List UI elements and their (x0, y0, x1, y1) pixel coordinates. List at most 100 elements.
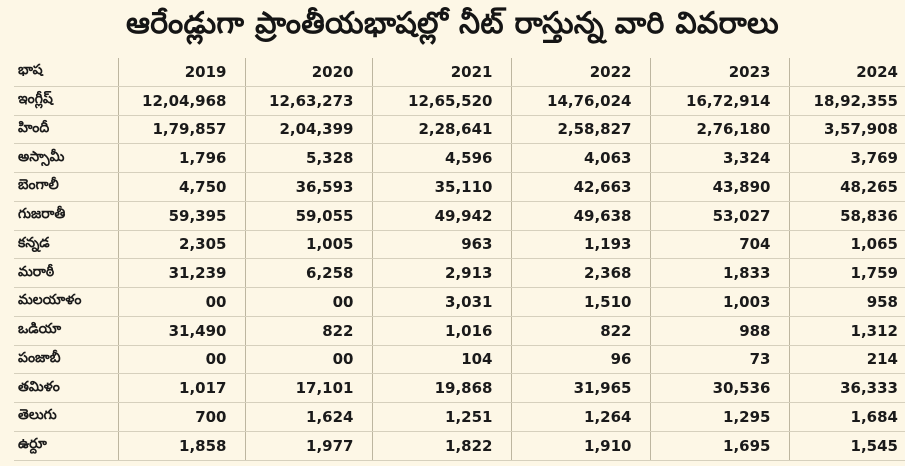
count-cell: 73 (649, 345, 789, 375)
count-cell: 1,016 (371, 316, 511, 346)
page-title: ఆరేండ్లుగా ప్రాంతీయభాషల్లో నీట్ రాస్తున్… (126, 6, 779, 41)
count-cell: 1,017 (117, 373, 245, 403)
count-cell: 1,065 (788, 230, 905, 260)
count-cell: 1,193 (510, 230, 650, 260)
table-row: కన్నడ 2,305 1,005 963 1,193 704 1,065 (14, 230, 905, 260)
language-cell: తమిళం (14, 373, 118, 403)
count-cell: 1,005 (244, 230, 372, 260)
count-cell: 30,536 (649, 373, 789, 403)
count-cell: 704 (649, 230, 789, 260)
count-cell: 2,913 (371, 258, 511, 288)
count-cell: 00 (117, 345, 245, 375)
language-cell: ఉర్దూ (14, 431, 118, 461)
count-cell: 2,76,180 (649, 115, 789, 145)
count-cell: 12,04,968 (117, 86, 245, 116)
count-cell: 1,79,857 (117, 115, 245, 145)
count-cell: 1,545 (788, 431, 905, 461)
table-row: మరాఠీ 31,239 6,258 2,913 2,368 1,833 1,759 (14, 258, 905, 288)
language-cell: అస్సామీ (14, 143, 118, 173)
table-row: ఒడియా 31,490 822 1,016 822 988 1,312 (14, 316, 905, 346)
count-cell: 4,750 (117, 172, 245, 202)
language-cell: తెలుగు (14, 402, 118, 432)
language-cell: మలయాళం (14, 287, 118, 317)
count-cell: 822 (510, 316, 650, 346)
table-body: ఇంగ్లీష్ 12,04,968 12,63,273 12,65,520 14,76… (14, 86, 905, 461)
count-cell: 214 (788, 345, 905, 375)
count-cell: 35,110 (371, 172, 511, 202)
count-cell: 00 (244, 287, 372, 317)
table-row: పంజాబీ 00 00 104 96 73 214 (14, 345, 905, 375)
count-cell: 700 (117, 402, 245, 432)
header-year: 2023 (649, 58, 789, 87)
count-cell: 96 (510, 345, 650, 375)
count-cell: 3,57,908 (788, 115, 905, 145)
count-cell: 43,890 (649, 172, 789, 202)
count-cell: 31,965 (510, 373, 650, 403)
neet-language-table: భాష 2019 2020 2021 2022 2023 2024 ఇంగ్లీ… (14, 58, 905, 461)
language-cell: పంజాబీ (14, 345, 118, 375)
language-cell: ఇంగ్లీష్ (14, 86, 118, 116)
language-cell: హిందీ (14, 115, 118, 145)
count-cell: 19,868 (371, 373, 511, 403)
count-cell: 4,596 (371, 143, 511, 173)
count-cell: 6,258 (244, 258, 372, 288)
count-cell: 1,910 (510, 431, 650, 461)
count-cell: 1,796 (117, 143, 245, 173)
count-cell: 2,28,641 (371, 115, 511, 145)
count-cell: 5,328 (244, 143, 372, 173)
count-cell: 988 (649, 316, 789, 346)
table-row: అస్సామీ 1,796 5,328 4,596 4,063 3,324 3,769 (14, 143, 905, 173)
count-cell: 2,305 (117, 230, 245, 260)
count-cell: 1,295 (649, 402, 789, 432)
count-cell: 1,684 (788, 402, 905, 432)
language-cell: ఒడియా (14, 316, 118, 346)
count-cell: 00 (117, 287, 245, 317)
count-cell: 36,333 (788, 373, 905, 403)
table-row: తమిళం 1,017 17,101 19,868 31,965 30,536 36,333 (14, 373, 905, 403)
count-cell: 104 (371, 345, 511, 375)
count-cell: 59,055 (244, 201, 372, 231)
language-cell: గుజరాతీ (14, 201, 118, 231)
count-cell: 1,003 (649, 287, 789, 317)
table-row: హిందీ 1,79,857 2,04,399 2,28,641 2,58,827 2,7… (14, 115, 905, 145)
count-cell: 12,65,520 (371, 86, 511, 116)
count-cell: 1,510 (510, 287, 650, 317)
count-cell: 3,031 (371, 287, 511, 317)
count-cell: 1,251 (371, 402, 511, 432)
count-cell: 1,858 (117, 431, 245, 461)
count-cell: 49,638 (510, 201, 650, 231)
header-year: 2022 (510, 58, 650, 87)
table-row: గుజరాతీ 59,395 59,055 49,942 49,638 53,027 58,… (14, 201, 905, 231)
header-year: 2024 (788, 58, 905, 87)
table-header-row: భాష 2019 2020 2021 2022 2023 2024 (14, 58, 905, 87)
count-cell: 4,063 (510, 143, 650, 173)
table-row: బెంగాలీ 4,750 36,593 35,110 42,663 43,890 48,2… (14, 172, 905, 202)
header-year: 2019 (117, 58, 245, 87)
count-cell: 3,324 (649, 143, 789, 173)
count-cell: 36,593 (244, 172, 372, 202)
count-cell: 58,836 (788, 201, 905, 231)
count-cell: 16,72,914 (649, 86, 789, 116)
count-cell: 59,395 (117, 201, 245, 231)
table-row: మలయాళం 00 00 3,031 1,510 1,003 958 (14, 287, 905, 317)
count-cell: 963 (371, 230, 511, 260)
count-cell: 18,92,355 (788, 86, 905, 116)
count-cell: 2,58,827 (510, 115, 650, 145)
count-cell: 2,368 (510, 258, 650, 288)
count-cell: 1,264 (510, 402, 650, 432)
count-cell: 1,759 (788, 258, 905, 288)
header-year: 2020 (244, 58, 372, 87)
header-language: భాష (14, 58, 118, 87)
count-cell: 14,76,024 (510, 86, 650, 116)
count-cell: 49,942 (371, 201, 511, 231)
table-row: ఇంగ్లీష్ 12,04,968 12,63,273 12,65,520 14,76… (14, 86, 905, 116)
header-year: 2021 (371, 58, 511, 87)
table-row: తెలుగు 700 1,624 1,251 1,264 1,295 1,684 (14, 402, 905, 432)
count-cell: 42,663 (510, 172, 650, 202)
count-cell: 1,822 (371, 431, 511, 461)
count-cell: 53,027 (649, 201, 789, 231)
count-cell: 1,312 (788, 316, 905, 346)
count-cell: 00 (244, 345, 372, 375)
count-cell: 822 (244, 316, 372, 346)
count-cell: 17,101 (244, 373, 372, 403)
